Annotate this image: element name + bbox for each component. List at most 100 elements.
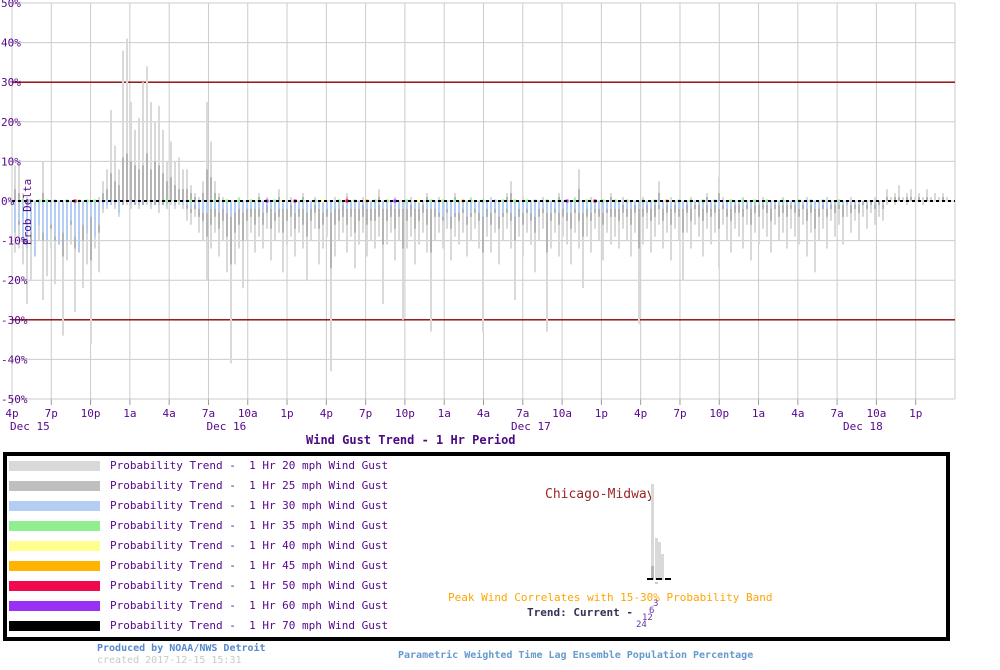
bar-gust20-pos bbox=[886, 189, 888, 201]
bar-gust25-neg bbox=[230, 201, 232, 265]
legend-swatch bbox=[9, 601, 100, 611]
bar-gust30-neg bbox=[114, 201, 116, 205]
bar-accent bbox=[525, 199, 529, 203]
bar-gust20-pos bbox=[114, 145, 116, 201]
bar-gust30-neg bbox=[614, 201, 616, 209]
bar-gust20-pos bbox=[210, 141, 212, 201]
bar-gust30-neg bbox=[302, 201, 304, 209]
x-axis-tick-label: 7p bbox=[359, 407, 372, 420]
bar-gust25-neg bbox=[870, 201, 872, 205]
x-axis-date-label: Dec 16 bbox=[206, 420, 246, 433]
bar-gust20-neg bbox=[470, 201, 472, 241]
bar-gust30-neg bbox=[658, 201, 660, 205]
bar-accent bbox=[573, 199, 577, 203]
bar-gust30-neg bbox=[418, 201, 420, 209]
bar-gust30-neg bbox=[850, 201, 852, 205]
bar-gust30-neg bbox=[522, 201, 524, 213]
bar-gust20-neg bbox=[498, 201, 500, 265]
bar-gust20-neg bbox=[570, 201, 572, 265]
bar-gust20-neg bbox=[854, 201, 856, 221]
bar-gust30-neg bbox=[226, 201, 228, 213]
bar-gust30-neg bbox=[182, 201, 184, 205]
bar-gust25-neg bbox=[282, 201, 284, 233]
bar-gust20-neg bbox=[378, 201, 380, 237]
bar-gust25-pos bbox=[194, 197, 196, 201]
legend-swatch bbox=[9, 461, 100, 471]
bar-gust20-neg bbox=[282, 201, 284, 273]
bar-gust25-neg bbox=[702, 201, 704, 221]
bar-gust20-neg bbox=[318, 201, 320, 265]
bar-gust20-neg bbox=[550, 201, 552, 249]
bar-gust25-neg bbox=[242, 201, 244, 241]
bar-gust20-neg bbox=[286, 201, 288, 245]
bar-gust30-neg bbox=[498, 201, 500, 217]
bar-gust30-neg bbox=[46, 201, 48, 241]
bar-accent bbox=[501, 199, 505, 203]
bar-gust30-neg bbox=[102, 201, 104, 209]
bar-gust20-neg bbox=[434, 201, 436, 241]
bar-gust20-neg bbox=[750, 201, 752, 261]
bar-gust20-neg bbox=[382, 201, 384, 304]
bar-gust30-neg bbox=[410, 201, 412, 205]
bar-gust30-neg bbox=[590, 201, 592, 213]
bar-gust20-neg bbox=[754, 201, 756, 233]
bar-gust20-neg bbox=[838, 201, 840, 225]
bar-gust20-neg bbox=[618, 201, 620, 249]
bar-gust30-neg bbox=[750, 201, 752, 209]
bar-gust25-pos bbox=[110, 173, 112, 201]
bar-gust20-pos bbox=[102, 181, 104, 201]
bar-gust25-neg bbox=[302, 201, 304, 225]
bar-gust25-pos bbox=[146, 153, 148, 201]
bar-gust20-neg bbox=[862, 201, 864, 217]
bar-gust30-neg bbox=[742, 201, 744, 209]
bar-gust30-neg bbox=[566, 201, 568, 213]
bar-accent bbox=[105, 199, 109, 203]
trend-hour-label: 3 bbox=[653, 599, 659, 609]
bar-gust20-neg bbox=[330, 201, 332, 372]
bar-gust20-neg bbox=[358, 201, 360, 245]
bar-gust25-pos bbox=[142, 165, 144, 201]
bar-gust20-neg bbox=[858, 201, 860, 241]
bar-gust30-neg bbox=[174, 201, 176, 205]
bar-gust20-neg bbox=[630, 201, 632, 257]
bar-gust20-neg bbox=[686, 201, 688, 233]
bar-gust20-neg bbox=[734, 201, 736, 229]
bar-gust20-neg bbox=[870, 201, 872, 213]
bar-gust30-neg bbox=[598, 201, 600, 209]
bar-gust25-neg bbox=[386, 201, 388, 221]
bar-gust25-pos bbox=[510, 193, 512, 201]
bar-gust30-neg bbox=[62, 201, 64, 233]
bar-gust20-pos bbox=[670, 197, 672, 201]
bar-gust20-pos bbox=[334, 197, 336, 201]
bar-gust30-neg bbox=[538, 201, 540, 209]
bar-gust30-neg bbox=[674, 201, 676, 205]
bar-gust20-pos bbox=[930, 197, 932, 201]
bar-gust20-pos bbox=[690, 197, 692, 201]
bar-gust25-neg bbox=[338, 201, 340, 221]
bar-gust25-pos bbox=[206, 169, 208, 201]
bar-gust20-neg bbox=[774, 201, 776, 225]
bar-gust25-neg bbox=[318, 201, 320, 229]
bar-accent bbox=[405, 199, 409, 203]
bar-gust30-neg bbox=[514, 201, 516, 217]
bar-gust20-neg bbox=[786, 201, 788, 249]
bar-gust30-neg bbox=[670, 201, 672, 209]
bar-gust30-neg bbox=[266, 201, 268, 205]
bar-gust30-neg bbox=[466, 201, 468, 217]
bar-gust30-neg bbox=[882, 201, 884, 205]
trend-hour-label: 24 bbox=[636, 620, 647, 630]
bar-accent bbox=[189, 199, 193, 203]
bar-gust20-neg bbox=[474, 201, 476, 229]
bar-gust20-neg bbox=[426, 201, 428, 253]
bar-gust25-neg bbox=[514, 201, 516, 241]
bar-gust20-pos bbox=[162, 129, 164, 201]
bar-accent bbox=[345, 199, 349, 203]
bar-gust25-neg bbox=[390, 201, 392, 217]
bar-gust20-neg bbox=[206, 201, 208, 281]
bar-gust25-neg bbox=[630, 201, 632, 225]
bar-gust30-neg bbox=[734, 201, 736, 205]
bar-gust30-neg bbox=[702, 201, 704, 209]
bar-gust20-pos bbox=[590, 197, 592, 201]
trend-mini-bar bbox=[655, 538, 658, 580]
bar-gust30-neg bbox=[830, 201, 832, 205]
